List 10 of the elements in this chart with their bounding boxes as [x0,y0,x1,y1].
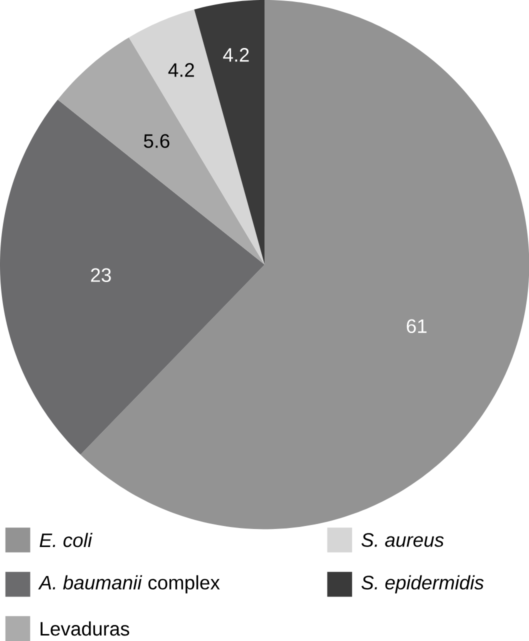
data-label: 5.6 [144,134,170,148]
legend-label: E. coli [40,532,92,548]
legend-label: S. aureus [361,533,444,547]
data-label: 4.2 [223,48,249,62]
data-label: 61 [406,319,426,334]
legend-label: Levaduras [40,621,130,636]
legend-label: S. epidermidis [361,575,484,594]
data-label: 4.2 [168,63,194,77]
legend-label: A. baumanii complex [38,575,220,594]
data-label: 23 [90,268,111,282]
